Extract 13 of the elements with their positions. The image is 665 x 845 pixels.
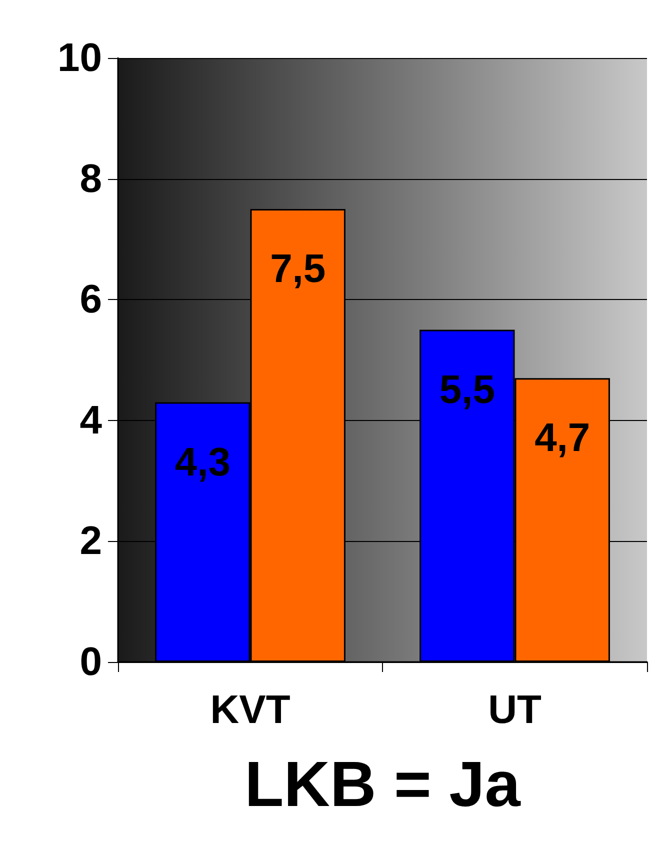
data-label: 5,5: [439, 368, 495, 412]
y-tick-label: 8: [80, 156, 102, 201]
y-tick-label: 2: [80, 519, 102, 564]
data-label: 7,5: [270, 247, 326, 291]
y-tick-label: 10: [58, 36, 102, 80]
x-axis-title: LKB = Ja: [244, 748, 521, 820]
x-tick-label: UT: [488, 688, 542, 732]
x-tick-label: KVT: [210, 688, 290, 732]
y-tick-label: 0: [80, 640, 102, 684]
data-label: 4,7: [534, 416, 590, 460]
y-tick-label: 4: [80, 398, 103, 442]
data-label: 4,3: [174, 440, 230, 484]
y-tick-label: 6: [80, 278, 102, 322]
